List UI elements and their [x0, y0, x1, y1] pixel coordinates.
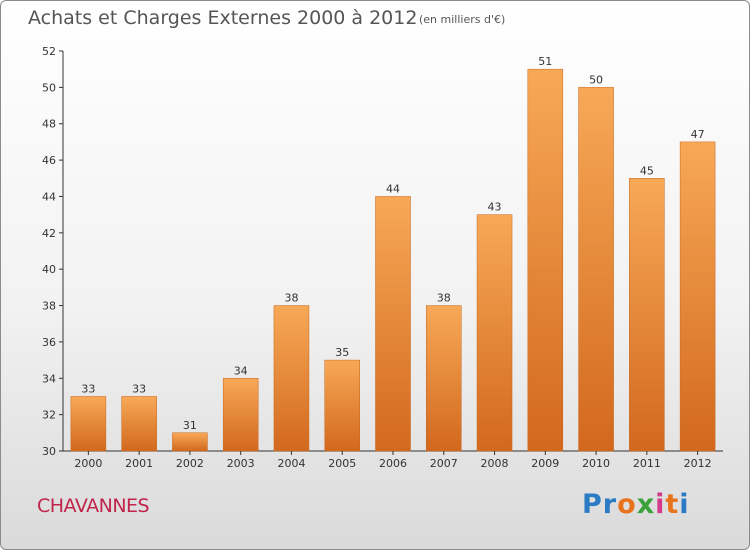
bar-2005: [324, 359, 360, 452]
data-label-2001: 33: [132, 382, 146, 395]
bar-2002: [172, 432, 208, 452]
x-tick-label-2002: 2002: [176, 457, 204, 470]
bar-2007: [426, 305, 462, 452]
data-label-2011: 45: [640, 164, 654, 177]
location-name: CHAVANNES: [37, 495, 150, 517]
logo-letter: r: [602, 489, 618, 520]
x-tick-label-2000: 2000: [74, 457, 102, 470]
x-tick-label-2007: 2007: [430, 457, 458, 470]
proxiti-logo[interactable]: Proxiti: [582, 489, 690, 520]
y-tick-label: 36: [42, 336, 56, 349]
data-label-2003: 34: [234, 364, 248, 377]
logo-letter: t: [665, 489, 680, 520]
data-label-2008: 43: [488, 201, 502, 214]
bar-2010: [578, 87, 614, 452]
y-tick-label: 42: [42, 227, 56, 240]
y-tick-label: 30: [42, 445, 56, 458]
data-label-2006: 44: [386, 182, 400, 195]
chart-subtitle: (en milliers d'€): [419, 13, 506, 26]
y-tick-label: 50: [42, 81, 56, 94]
x-tick-label-2012: 2012: [684, 457, 712, 470]
x-tick-label-2008: 2008: [481, 457, 509, 470]
x-tick-label-2003: 2003: [227, 457, 255, 470]
y-tick-label: 40: [42, 263, 56, 276]
x-tick-label-2004: 2004: [277, 457, 305, 470]
x-tick-label-2005: 2005: [328, 457, 356, 470]
bar-2011: [629, 178, 665, 452]
x-tick-label-2009: 2009: [531, 457, 559, 470]
y-tick-label: 44: [42, 190, 56, 203]
data-label-2012: 47: [691, 128, 705, 141]
y-tick-label: 32: [42, 409, 56, 422]
bar-2009: [527, 68, 564, 452]
bar-2012: [679, 141, 716, 452]
data-label-2005: 35: [335, 346, 349, 359]
data-label-2000: 33: [81, 382, 95, 395]
y-tick-label: 34: [42, 372, 56, 385]
bar-2008: [476, 214, 513, 452]
x-tick-label-2001: 2001: [125, 457, 153, 470]
logo-letter: o: [617, 489, 637, 520]
data-label-2007: 38: [437, 292, 451, 305]
bar-2001: [121, 396, 157, 452]
logo-letter: P: [582, 489, 603, 520]
x-tick-label-2010: 2010: [582, 457, 610, 470]
bar-2006: [375, 196, 411, 452]
x-tick-label-2011: 2011: [633, 457, 661, 470]
logo-letter: i: [655, 489, 666, 520]
chart-title: Achats et Charges Externes 2000 à 2012: [28, 7, 418, 29]
bar-2003: [222, 378, 259, 452]
y-tick-label: 46: [42, 154, 56, 167]
x-tick-label-2006: 2006: [379, 457, 407, 470]
logo-letter: x: [636, 489, 656, 520]
logo-letter: i: [679, 489, 690, 520]
y-tick-label: 38: [42, 300, 56, 313]
data-label-2004: 38: [284, 292, 298, 305]
bar-2000: [70, 396, 107, 452]
data-label-2010: 50: [589, 73, 603, 86]
y-tick-label: 48: [42, 118, 56, 131]
data-label-2009: 51: [538, 55, 552, 68]
y-tick-label: 52: [42, 45, 56, 58]
bar-2004: [273, 305, 310, 452]
data-label-2002: 31: [183, 419, 197, 432]
